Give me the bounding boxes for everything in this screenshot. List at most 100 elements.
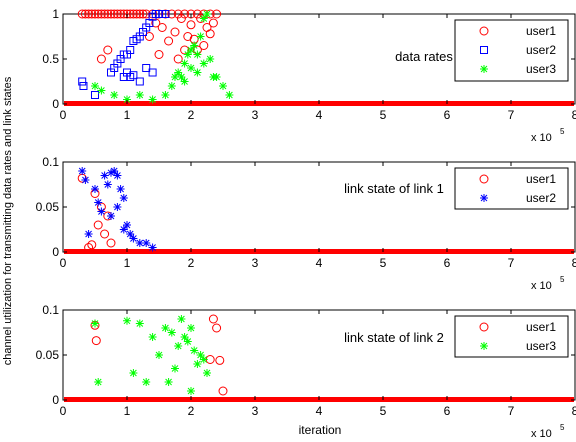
data-point: [173, 54, 183, 64]
legend: user1 user2: [454, 167, 569, 210]
chart-panel-2: 0 1 2 3 4 5 6 7 8 0 0.05 0.1 x 10 5 link state of link…: [36, 155, 576, 292]
data-point: [107, 168, 115, 177]
x-tick-label: 2: [188, 108, 195, 122]
x-tick-label: 4: [316, 404, 323, 418]
data-point: [78, 77, 87, 86]
legend-label: user1: [526, 172, 556, 186]
data-point: [80, 9, 90, 19]
data-point: [123, 316, 131, 325]
data-point: [97, 207, 106, 216]
data-point: [129, 369, 138, 377]
data-point: [126, 46, 135, 54]
x-tick-label: 3: [252, 404, 259, 418]
data-point: [125, 9, 135, 19]
legend-box: [454, 315, 569, 358]
data-point: [103, 9, 113, 19]
data-point: [180, 9, 190, 19]
data-point: [187, 324, 195, 332]
x-tick-label: 6: [444, 108, 451, 122]
data-point: [193, 68, 202, 77]
data-point: [212, 73, 221, 81]
series-user3: [91, 315, 211, 395]
data-point: [126, 230, 135, 238]
x-tick-label: 1: [124, 108, 131, 122]
panel-annotation: link state of link 2: [344, 330, 444, 345]
x-tick-label: 5: [380, 256, 387, 270]
x-multiplier-exponent: 5: [560, 423, 565, 432]
x-tick-label: 7: [508, 108, 515, 122]
data-point: [170, 27, 180, 37]
data-point: [142, 378, 151, 386]
series-user1: [77, 9, 222, 64]
x-tick-label: 8: [572, 108, 576, 122]
x-tick-label: 0: [60, 404, 67, 418]
x-multiplier: x 10: [531, 132, 552, 144]
data-point: [113, 203, 122, 211]
y-tick-label: 0: [52, 245, 59, 259]
x-multiplier-exponent: 5: [560, 127, 565, 136]
y-tick-label: 0: [52, 393, 59, 407]
data-point: [91, 91, 99, 99]
data-point: [100, 171, 109, 180]
data-point: [91, 82, 99, 90]
data-point: [155, 351, 163, 359]
legend: user1 user2 user3: [454, 19, 569, 82]
data-point: [123, 95, 131, 104]
y-tick-label: 1: [52, 7, 59, 21]
legend-marker: [480, 342, 488, 350]
data-point: [128, 9, 138, 19]
x-tick-label: 2: [188, 404, 195, 418]
data-point: [215, 355, 225, 365]
data-point: [87, 9, 97, 19]
y-tick-label: 0: [52, 97, 59, 111]
data-point: [119, 194, 128, 202]
y-tick-label: 0.1: [42, 155, 59, 169]
data-point: [103, 180, 112, 189]
x-multiplier: x 10: [531, 428, 552, 440]
data-point: [176, 14, 186, 23]
data-point: [96, 9, 106, 19]
data-point: [161, 10, 170, 18]
data-point: [203, 10, 211, 18]
data-point: [91, 319, 99, 328]
data-point: [129, 71, 138, 80]
data-point: [96, 54, 106, 64]
data-point: [208, 314, 218, 324]
data-point: [180, 77, 189, 86]
data-point: [84, 243, 94, 252]
data-point: [196, 32, 205, 41]
data-point: [84, 9, 94, 19]
data-point: [187, 64, 195, 72]
data-point: [90, 9, 100, 19]
y-tick-label: 0.05: [36, 348, 60, 362]
x-tick-label: 7: [508, 404, 515, 418]
data-point: [94, 378, 103, 386]
data-point: [199, 355, 208, 364]
data-point: [206, 55, 215, 63]
data-point: [100, 9, 110, 19]
legend-box: [454, 19, 569, 82]
data-point: [93, 9, 103, 19]
data-point: [110, 167, 119, 175]
data-point: [193, 50, 202, 59]
legend-label: user1: [526, 320, 556, 334]
x-tick-label: 8: [572, 256, 576, 270]
data-point: [225, 91, 234, 99]
data-point: [199, 14, 208, 23]
data-point: [87, 240, 97, 250]
data-point: [173, 9, 183, 19]
panel-annotation: link state of link 1: [344, 181, 444, 196]
x-tick-label: 6: [444, 404, 451, 418]
data-point: [212, 323, 222, 333]
data-point: [91, 185, 99, 193]
data-point: [171, 364, 179, 373]
data-point: [78, 167, 87, 175]
y-tick-label: 0.1: [42, 303, 59, 317]
data-point: [183, 32, 193, 41]
data-point: [183, 50, 192, 59]
data-point: [157, 23, 167, 32]
data-point: [218, 386, 228, 396]
data-point: [116, 9, 126, 19]
x-tick-label: 3: [252, 256, 259, 270]
data-point: [141, 9, 151, 19]
